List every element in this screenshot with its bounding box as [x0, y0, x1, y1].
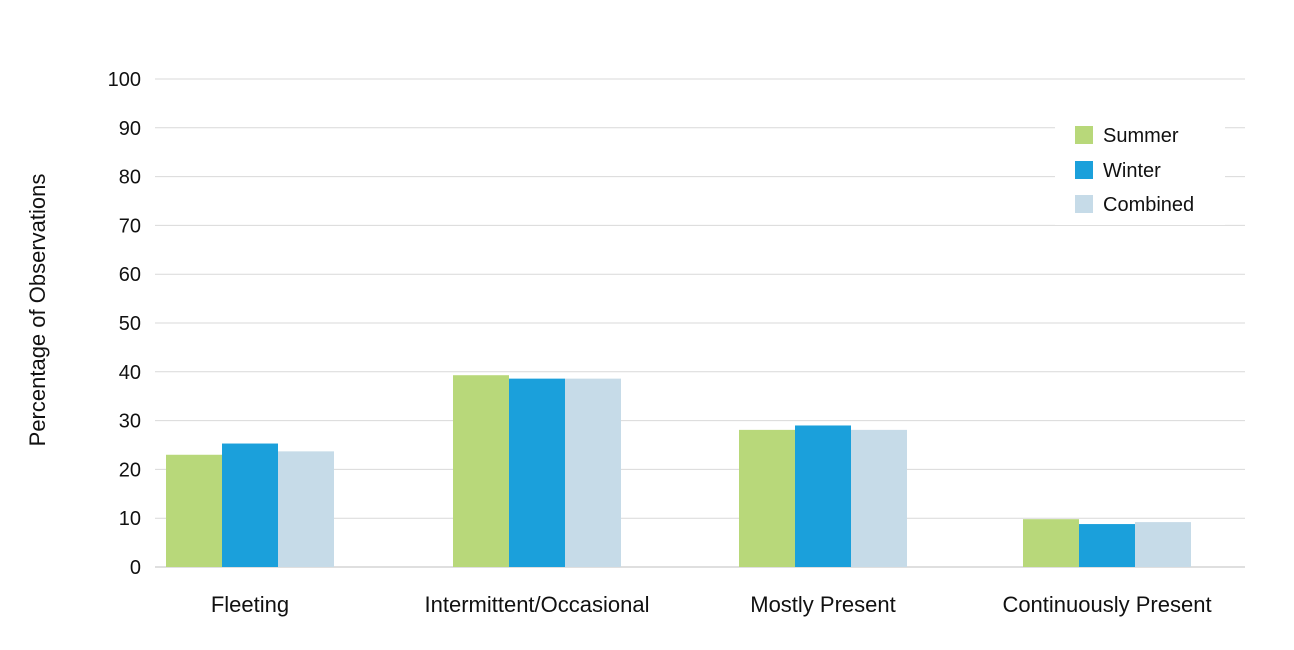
bars	[166, 375, 1191, 567]
bar-combined-4	[1135, 522, 1191, 567]
y-tick-label: 20	[119, 459, 141, 481]
y-axis-ticks: 0 10 20 30 40 50 60 70 80 90 100	[108, 69, 141, 579]
x-category-label: Fleeting	[211, 592, 289, 617]
legend-label-combined: Combined	[1103, 194, 1194, 216]
y-tick-label: 50	[119, 313, 141, 335]
y-tick-label: 60	[119, 264, 141, 286]
bar-summer-4	[1023, 519, 1079, 567]
bar-combined-3	[851, 429, 907, 567]
legend-swatch-combined	[1075, 195, 1093, 213]
bar-winter-2	[509, 378, 565, 567]
y-tick-label: 40	[119, 362, 141, 384]
bar-combined-1	[278, 451, 334, 567]
y-tick-label: 90	[119, 118, 141, 140]
y-tick-label: 0	[130, 557, 141, 579]
y-tick-label: 70	[119, 215, 141, 237]
x-category-label: Continuously Present	[1002, 592, 1211, 617]
legend: Summer Winter Combined	[1055, 110, 1225, 225]
bar-summer-2	[453, 375, 509, 567]
bar-summer-3	[739, 429, 795, 567]
x-category-label: Intermittent/Occasional	[425, 592, 650, 617]
bar-winter-4	[1079, 524, 1135, 567]
y-axis-title: Percentage of Observations	[25, 174, 50, 447]
bar-combined-2	[565, 378, 621, 567]
y-tick-label: 80	[119, 167, 141, 189]
legend-swatch-summer	[1075, 126, 1093, 144]
legend-swatch-winter	[1075, 161, 1093, 179]
bar-winter-3	[795, 425, 851, 567]
x-axis-categories: Fleeting Intermittent/Occasional Mostly Pr…	[211, 592, 1212, 617]
y-tick-label: 10	[119, 508, 141, 530]
y-tick-label: 100	[108, 69, 141, 91]
bar-summer-1	[166, 454, 222, 567]
legend-label-summer: Summer	[1103, 125, 1179, 147]
legend-label-winter: Winter	[1103, 160, 1161, 182]
x-category-label: Mostly Present	[750, 592, 896, 617]
bar-winter-1	[222, 443, 278, 567]
y-tick-label: 30	[119, 411, 141, 433]
